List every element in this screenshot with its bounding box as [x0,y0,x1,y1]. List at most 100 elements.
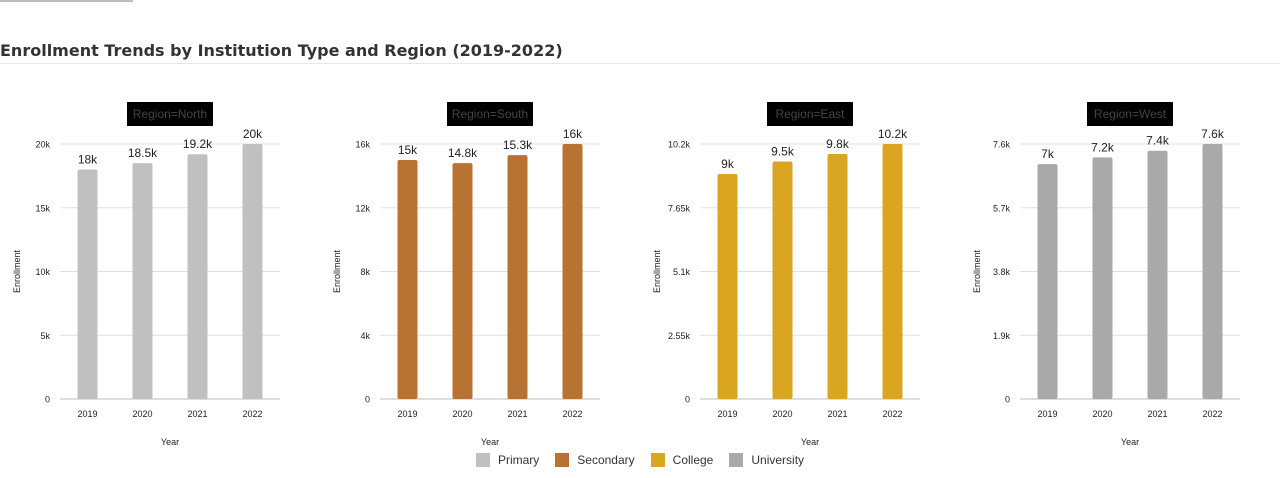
bar-value-label: 16k [563,127,583,141]
x-tick-label: 2019 [717,409,737,419]
x-axis-title: Year [1121,437,1139,447]
x-tick-label: 2021 [1147,409,1167,419]
bar [452,163,473,399]
facet-header-box [127,102,213,126]
y-axis-title: Enrollment [652,249,662,293]
legend-swatch [650,453,665,467]
title-divider [0,63,1280,64]
y-tick-label: 10k [35,267,50,277]
bar-value-label: 7.6k [1201,127,1225,141]
y-tick-label: 5.1k [673,267,691,277]
bar-value-label: 14.8k [448,146,478,160]
y-axis-title: Enrollment [12,249,22,293]
y-tick-label: 3.8k [993,267,1011,277]
legend-item: College [650,453,714,467]
legend-swatch [729,453,744,467]
y-tick-label: 8k [360,267,370,277]
bar-value-label: 19.2k [183,137,213,151]
y-tick-label: 5k [40,331,50,341]
legend-label: Secondary [577,453,635,467]
bar [882,144,903,399]
x-tick-label: 2022 [242,409,262,419]
bar [717,174,738,399]
y-tick-label: 2.55k [668,331,691,341]
bar [827,154,848,399]
y-tick-label: 16k [355,140,370,150]
x-tick-label: 2019 [397,409,417,419]
y-tick-label: 1.9k [993,331,1011,341]
y-tick-label: 0 [685,395,690,405]
y-axis-title: Enrollment [332,249,342,293]
bar [187,154,208,399]
y-tick-label: 0 [1005,395,1010,405]
x-tick-label: 2020 [1092,409,1112,419]
bar-value-label: 9.5k [771,145,795,159]
legend-item: University [729,453,804,467]
x-tick-label: 2021 [827,409,847,419]
legend-item: Secondary [555,453,635,467]
x-tick-label: 2021 [507,409,527,419]
x-axis-title: Year [801,437,819,447]
y-axis-title: Enrollment [972,249,982,293]
bar [772,161,793,399]
legend-label: University [751,453,805,467]
legend-label: College [672,453,714,467]
y-tick-label: 5.7k [993,203,1011,213]
y-tick-label: 0 [365,395,370,405]
facet-header-label: Region=East [775,107,845,121]
bar [1202,144,1223,399]
facet-header-box [1087,102,1173,126]
bar-value-label: 18k [78,153,98,167]
x-axis-title: Year [161,437,179,447]
x-axis-title: Year [481,437,499,447]
x-tick-label: 2019 [77,409,97,419]
x-tick-label: 2022 [1202,409,1222,419]
x-tick-label: 2020 [772,409,792,419]
legend-swatch [475,453,490,467]
facet-header-box [767,102,853,126]
bar [397,159,418,399]
chart-title: Enrollment Trends by Institution Type an… [0,41,563,60]
x-tick-label: 2020 [132,409,152,419]
y-tick-label: 15k [35,203,50,213]
top-tab-indicator [0,0,133,2]
y-tick-label: 7.6k [993,140,1011,150]
facet-header-label: Region=South [452,107,528,121]
chart-legend: Primary Secondary College University [0,453,1280,467]
facet-header-label: Region=West [1094,107,1167,121]
bar [1037,164,1058,399]
bar [562,144,583,399]
legend-label: Primary [497,453,540,467]
bar [1147,150,1168,399]
bar-value-label: 20k [243,127,263,141]
bar-value-label: 15k [398,143,418,157]
bar-value-label: 9k [721,157,735,171]
y-tick-label: 12k [355,203,370,213]
y-tick-label: 20k [35,140,50,150]
bar-value-label: 10.2k [878,127,908,141]
bar [1092,157,1113,399]
bar-value-label: 18.5k [128,146,158,160]
bar-value-label: 9.8k [826,137,850,151]
x-tick-label: 2021 [187,409,207,419]
facet-header-box [447,102,533,126]
facet-header-label: Region=North [133,107,207,121]
bar [242,144,263,399]
y-tick-label: 4k [360,331,370,341]
bar-value-label: 7k [1041,147,1055,161]
bar [507,155,528,399]
y-tick-label: 0 [45,395,50,405]
x-tick-label: 2020 [452,409,472,419]
legend-swatch [555,453,570,467]
x-tick-label: 2022 [562,409,582,419]
bar-value-label: 7.2k [1091,140,1115,154]
bar [132,163,153,399]
legend-item: Primary [475,453,540,467]
x-tick-label: 2019 [1037,409,1057,419]
x-tick-label: 2022 [882,409,902,419]
y-tick-label: 7.65k [668,203,691,213]
y-tick-label: 10.2k [668,140,691,150]
bar-value-label: 15.3k [503,138,533,152]
bar [77,169,98,399]
